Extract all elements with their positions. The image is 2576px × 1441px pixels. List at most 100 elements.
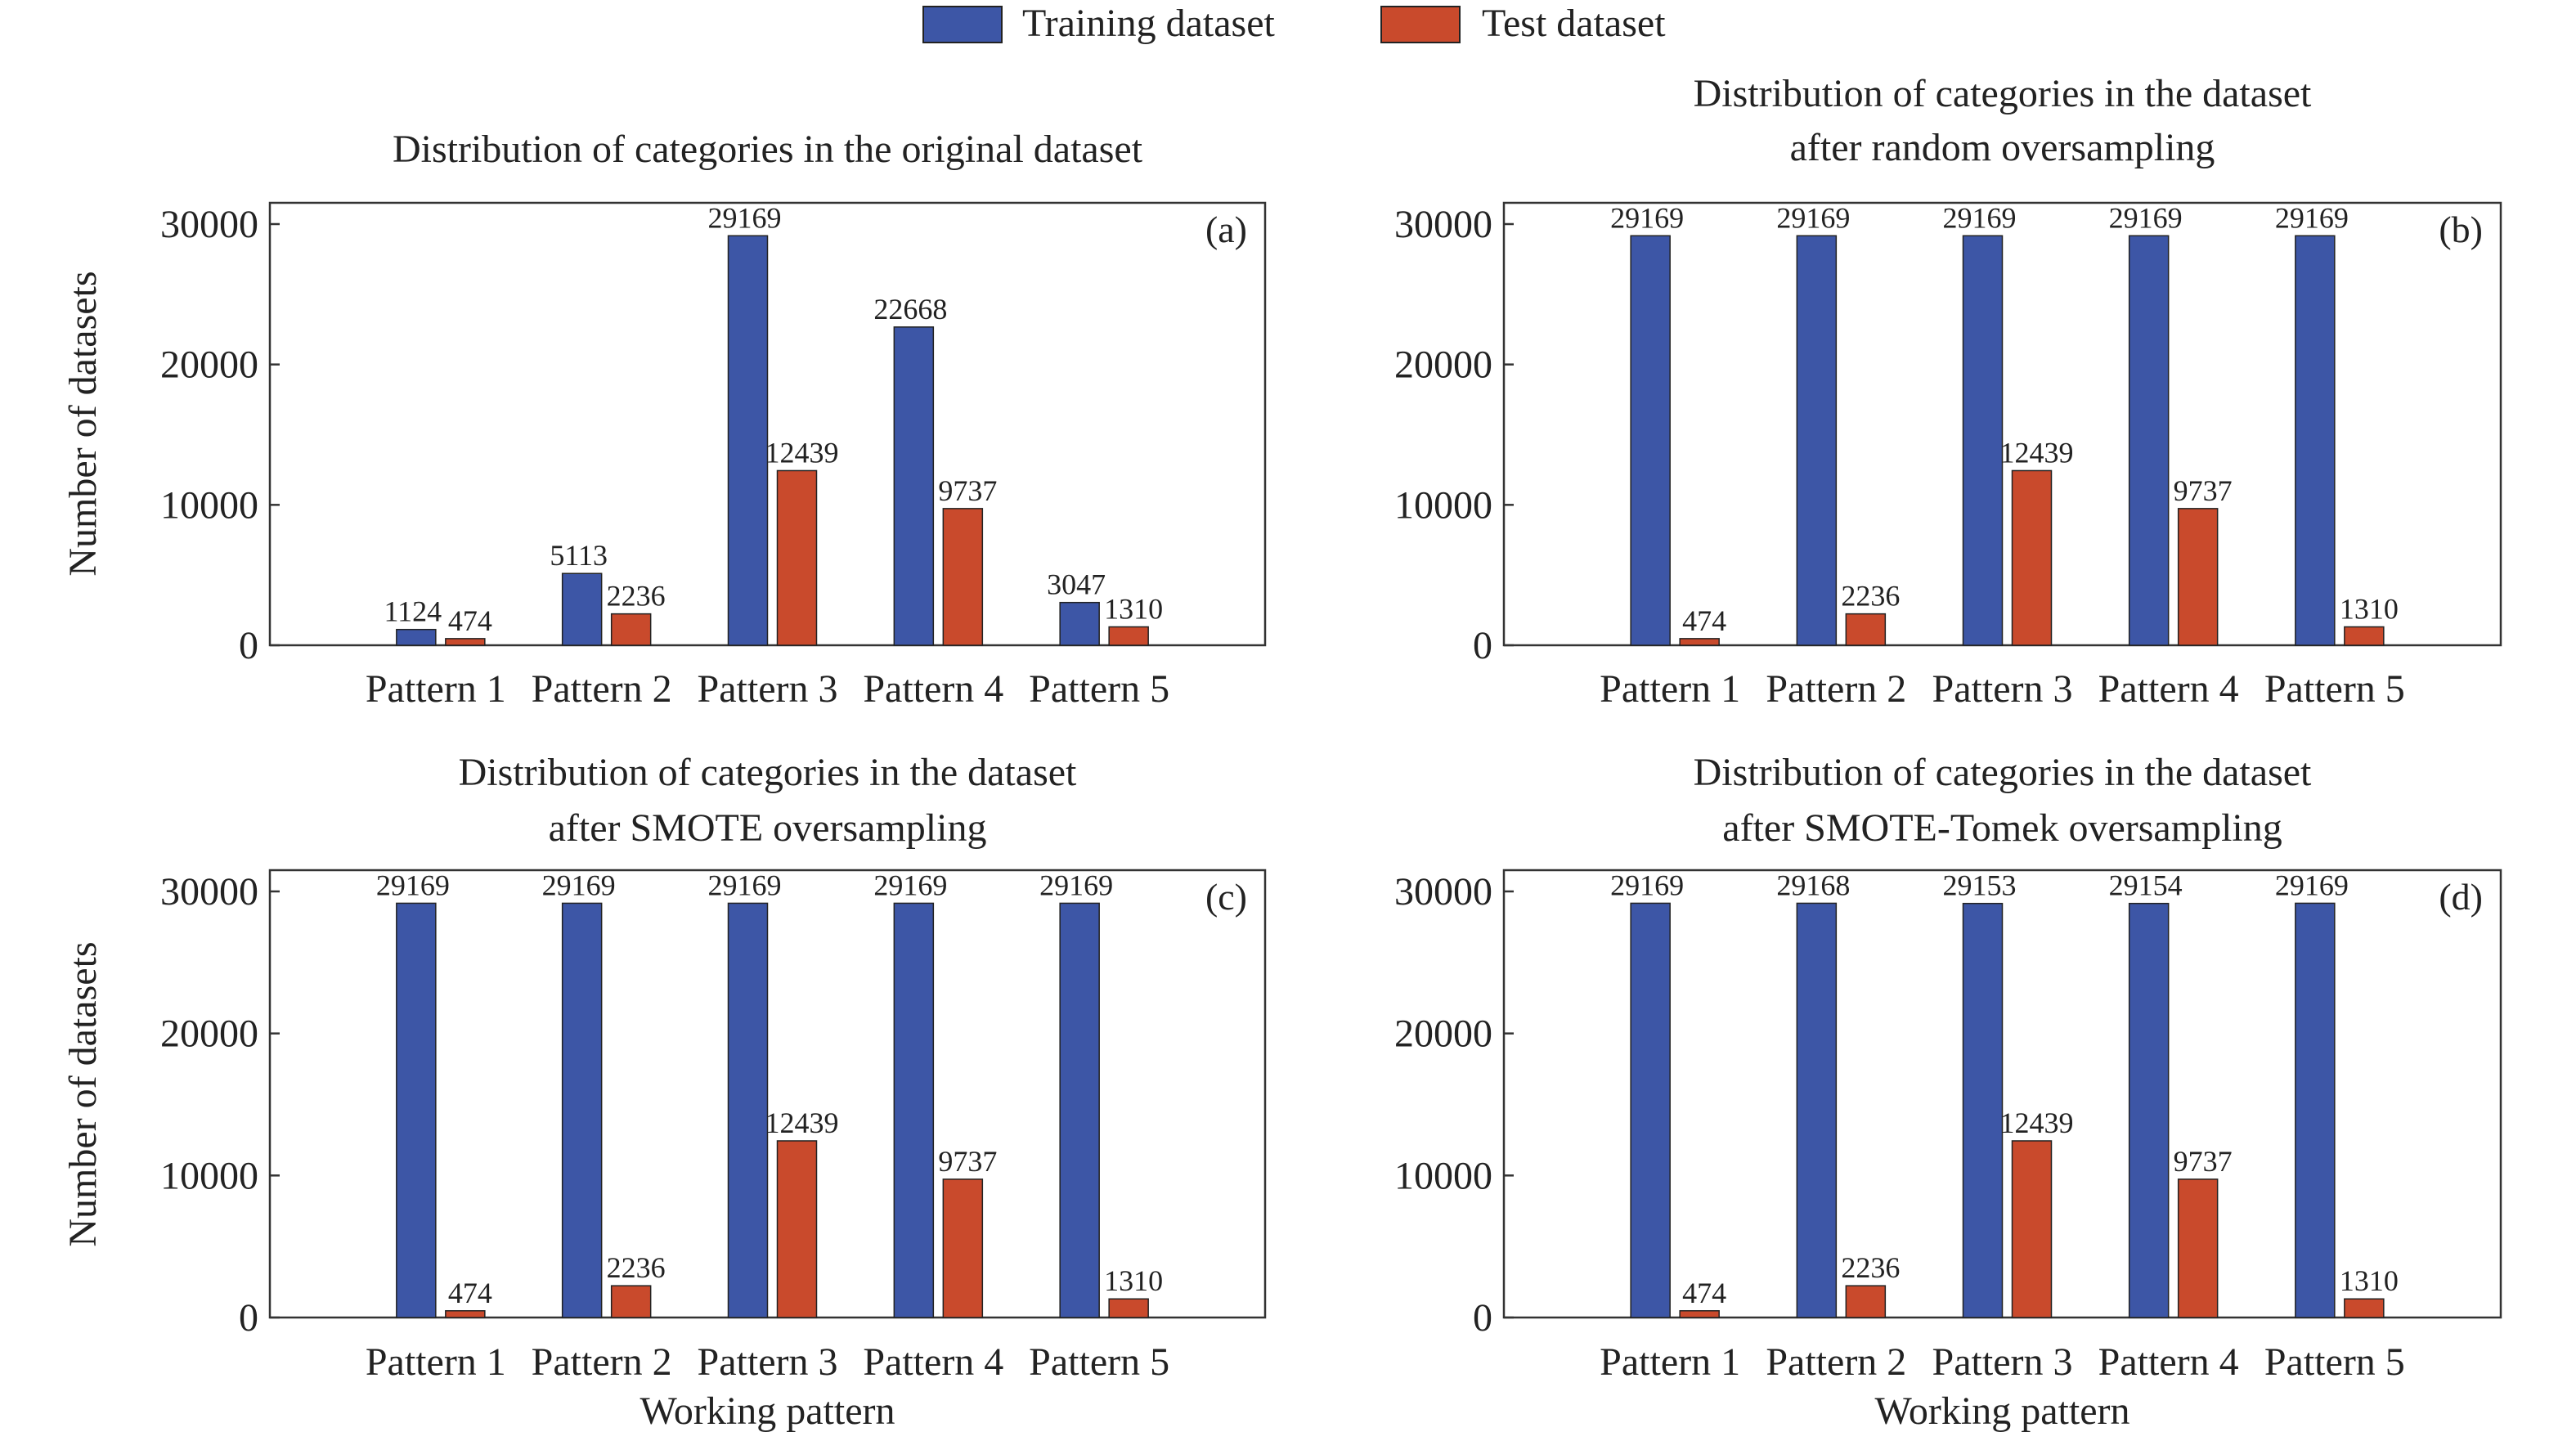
data-label: 2236 xyxy=(1841,580,1900,613)
data-label: 474 xyxy=(1682,604,1726,637)
training-bar-2 xyxy=(561,572,603,646)
x-tick-label: Pattern 2 xyxy=(1766,1340,1906,1384)
x-tick-label: Pattern 2 xyxy=(1766,667,1906,711)
y-tick-label: 0 xyxy=(239,624,258,667)
data-label: 9737 xyxy=(2174,1145,2233,1178)
data-label: 29169 xyxy=(1776,201,1850,234)
data-label: 5113 xyxy=(550,539,608,572)
y-tick-label: 10000 xyxy=(160,483,258,527)
x-tick-label: Pattern 1 xyxy=(366,667,506,711)
data-label: 29169 xyxy=(873,869,947,901)
data-label: 9737 xyxy=(938,474,997,507)
data-label: 29169 xyxy=(2275,201,2349,234)
data-label: 1310 xyxy=(2340,593,2399,626)
data-label: 474 xyxy=(1682,1277,1726,1309)
training-bar-5 xyxy=(1059,902,1100,1318)
data-label: 22668 xyxy=(873,293,947,325)
test-bar-1 xyxy=(445,1310,486,1318)
chart-panel-3: 0 10000 20000 30000 Pattern 1 29169 474 Pattern… xyxy=(61,751,1267,1433)
y-axis-label: Number of datasets xyxy=(61,941,105,1246)
training-bar-4 xyxy=(2128,902,2170,1318)
x-tick-label: Pattern 5 xyxy=(2264,667,2405,711)
panel-letter: (b) xyxy=(2439,209,2483,250)
data-label: 29169 xyxy=(376,869,450,901)
data-label: 2236 xyxy=(607,1251,666,1284)
y-tick-label: 0 xyxy=(1473,1296,1492,1340)
training-bar-3 xyxy=(727,235,769,646)
test-bar-2 xyxy=(1845,613,1887,646)
data-label: 29169 xyxy=(1943,201,2017,234)
data-label: 474 xyxy=(448,604,492,637)
test-bar-5 xyxy=(1108,1298,1149,1318)
x-tick-label: Pattern 5 xyxy=(1029,667,1169,711)
x-tick-label: Pattern 2 xyxy=(532,1340,672,1384)
data-label: 1310 xyxy=(1104,593,1163,626)
chart-title-line: after random oversampling xyxy=(1790,126,2215,169)
data-label: 1124 xyxy=(384,595,442,628)
chart-panel-4: 0 10000 20000 30000 Pattern 1 29169 474 Pattern… xyxy=(1394,751,2502,1433)
data-label: 12439 xyxy=(765,436,839,469)
test-bar-4 xyxy=(942,508,984,646)
y-tick-label: 20000 xyxy=(160,1012,258,1056)
x-axis-label: Working pattern xyxy=(640,1389,895,1433)
chart-title-line: Distribution of categories in the datase… xyxy=(1694,72,2312,115)
x-tick-label: Pattern 3 xyxy=(1932,667,2073,711)
data-label: 2236 xyxy=(607,580,666,613)
data-label: 9737 xyxy=(2174,474,2233,507)
panel-letter: (a) xyxy=(1205,209,1247,250)
test-bar-1 xyxy=(445,638,486,646)
y-tick-label: 10000 xyxy=(1394,483,1492,527)
y-tick-label: 0 xyxy=(1473,624,1492,667)
x-tick-label: Pattern 4 xyxy=(2098,1340,2239,1384)
training-bar-1 xyxy=(1630,235,1671,646)
legend-label-2: Test dataset xyxy=(1482,2,1666,45)
test-bar-5 xyxy=(2344,1298,2385,1318)
training-bar-4 xyxy=(2128,235,2170,646)
data-label: 29154 xyxy=(2109,869,2183,902)
chart-title-line: after SMOTE-Tomek oversampling xyxy=(1722,806,2282,850)
x-tick-label: Pattern 1 xyxy=(366,1340,506,1384)
test-bar-5 xyxy=(1108,626,1149,646)
y-tick-label: 0 xyxy=(239,1296,258,1340)
data-label: 9737 xyxy=(938,1145,997,1178)
test-bar-4 xyxy=(2177,1178,2219,1318)
training-bar-2 xyxy=(1796,902,1838,1318)
x-tick-label: Pattern 4 xyxy=(863,1340,1003,1384)
test-bar-5 xyxy=(2344,626,2385,646)
data-label: 29153 xyxy=(1943,869,2017,902)
training-bar-4 xyxy=(893,902,935,1318)
data-label: 29169 xyxy=(542,869,616,901)
test-bar-2 xyxy=(1845,1285,1887,1318)
data-label: 12439 xyxy=(765,1107,839,1139)
test-bar-4 xyxy=(2177,508,2219,646)
chart-title-line: after SMOTE oversampling xyxy=(549,806,987,850)
x-tick-label: Pattern 1 xyxy=(1600,1340,1740,1384)
x-tick-label: Pattern 4 xyxy=(863,667,1003,711)
data-label: 12439 xyxy=(2000,436,2074,469)
data-label: 29169 xyxy=(708,869,782,901)
test-bar-2 xyxy=(610,1285,652,1318)
chart-panel-1: 0 10000 20000 30000 Pattern 1 1124 474 Pattern … xyxy=(61,128,1267,711)
training-bar-2 xyxy=(561,902,603,1318)
legend-swatch-2 xyxy=(1380,6,1461,43)
legend-swatch-1 xyxy=(922,6,1003,43)
y-tick-label: 30000 xyxy=(160,870,258,914)
data-label: 1310 xyxy=(2340,1264,2399,1297)
x-tick-label: Pattern 2 xyxy=(532,667,672,711)
x-tick-label: Pattern 3 xyxy=(698,667,838,711)
training-bar-3 xyxy=(727,902,769,1318)
legend: Training dataset Test dataset xyxy=(922,2,1666,45)
test-bar-4 xyxy=(942,1178,984,1318)
data-label: 29169 xyxy=(1039,869,1113,901)
panel-letter: (c) xyxy=(1205,876,1247,918)
data-label: 29169 xyxy=(2109,201,2183,234)
x-tick-label: Pattern 1 xyxy=(1600,667,1740,711)
test-bar-1 xyxy=(1679,1310,1720,1318)
chart-title-line: Distribution of categories in the datase… xyxy=(459,751,1077,794)
test-bar-2 xyxy=(610,613,652,646)
data-label: 1310 xyxy=(1104,1264,1163,1297)
y-tick-label: 20000 xyxy=(160,343,258,387)
data-label: 2236 xyxy=(1841,1251,1900,1284)
x-axis-label: Working pattern xyxy=(1874,1389,2129,1433)
y-tick-label: 10000 xyxy=(160,1154,258,1197)
